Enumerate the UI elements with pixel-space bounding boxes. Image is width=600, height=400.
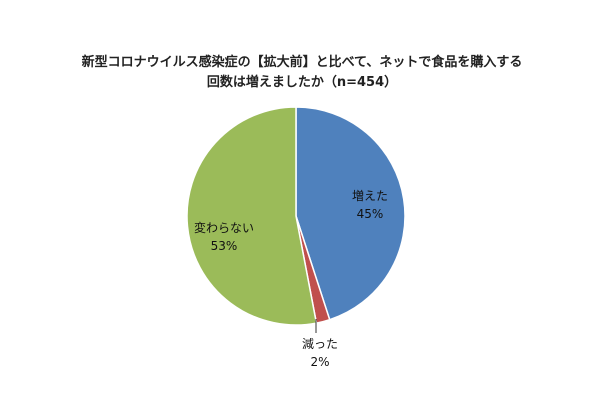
chart-title: 新型コロナウイルス感染症の【拡大前】と比べて、ネットで食品を購入する	[82, 54, 523, 70]
svg-text:53%: 53%	[211, 239, 238, 253]
pie-slices	[186, 106, 406, 326]
svg-text:45%: 45%	[357, 207, 384, 221]
slice-label-unchanged: 変わらない 53%	[194, 220, 254, 253]
svg-text:増えた: 増えた	[352, 189, 388, 203]
chart-subtitle: 回数は増えましたか（n=454）	[207, 74, 397, 90]
pie-slice-unchanged	[186, 106, 318, 326]
pie-slice-increased	[295, 106, 406, 321]
slice-label-decreased: 減った 2%	[302, 336, 338, 369]
slice-label-increased: 増えた 45%	[352, 189, 388, 221]
svg-text:2%: 2%	[310, 355, 329, 369]
svg-text:減った: 減った	[302, 336, 338, 351]
svg-text:変わらない: 変わらない	[194, 220, 254, 235]
